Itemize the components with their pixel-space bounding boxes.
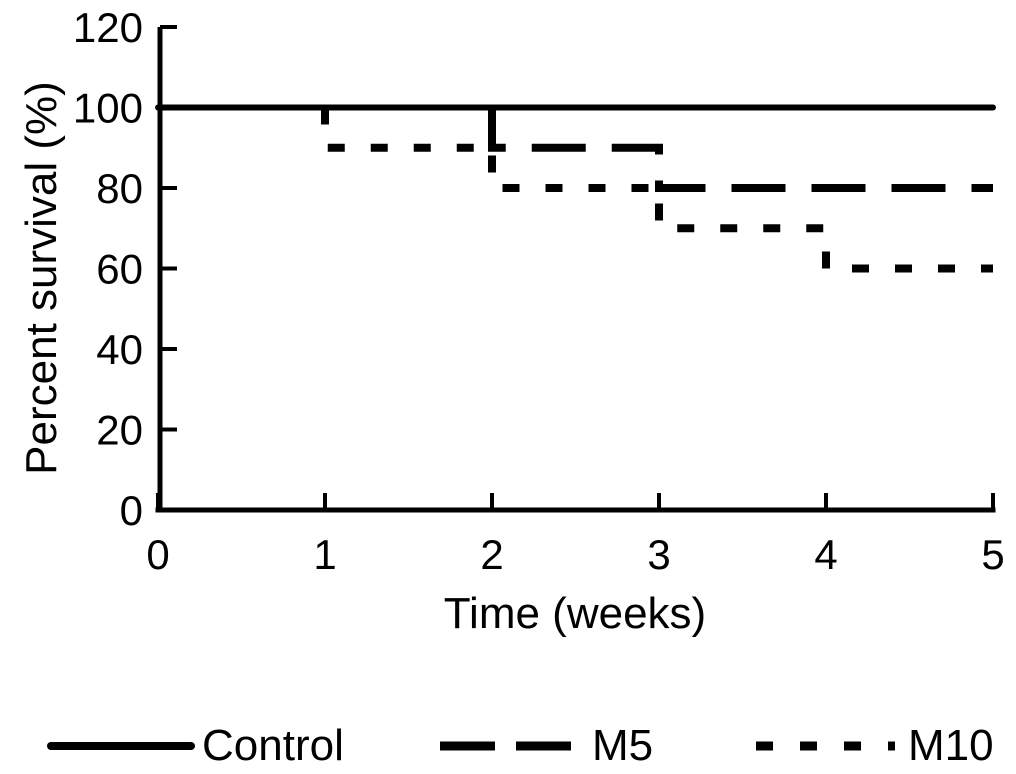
y-tick-label-80: 80: [96, 165, 143, 212]
survival-chart: 0 20 40 60 80 100 120 0 1 2 3 4 5 Time (weeks) Percent…: [17, 4, 1005, 638]
legend-swatch-dotted: [756, 741, 895, 751]
x-tick-label-0: 0: [146, 531, 169, 578]
series-m10-line: [321, 107, 993, 273]
y-tick-label-40: 40: [96, 326, 143, 373]
legend-entry-m5: M5: [436, 718, 653, 774]
legend-entry-m10: M10: [752, 718, 994, 774]
legend-entry-control: Control: [46, 718, 344, 774]
y-tick-label-20: 20: [96, 407, 143, 454]
y-tick-label-0: 0: [120, 487, 143, 534]
x-tick-label-4: 4: [814, 531, 837, 578]
chart-legend: Control M5 M10: [0, 714, 1016, 774]
x-tick-label-5: 5: [981, 531, 1004, 578]
y-tick-label-100: 100: [73, 85, 143, 132]
series-m5-line: [488, 107, 993, 192]
y-axis-label: Percent survival (%): [17, 81, 66, 475]
legend-label-control: Control: [202, 721, 344, 770]
legend-label-m5: M5: [592, 721, 654, 770]
y-tick-label-120: 120: [73, 4, 143, 51]
y-tick-label-60: 60: [96, 246, 143, 293]
x-axis-label: Time (weeks): [444, 589, 706, 638]
x-tick-label-3: 3: [647, 531, 670, 578]
legend-swatch-solid: [47, 742, 195, 750]
x-tick-label-2: 2: [480, 531, 503, 578]
legend-swatch-dashed: [440, 741, 571, 751]
x-tick-label-1: 1: [313, 531, 336, 578]
legend-label-m10: M10: [908, 721, 994, 770]
